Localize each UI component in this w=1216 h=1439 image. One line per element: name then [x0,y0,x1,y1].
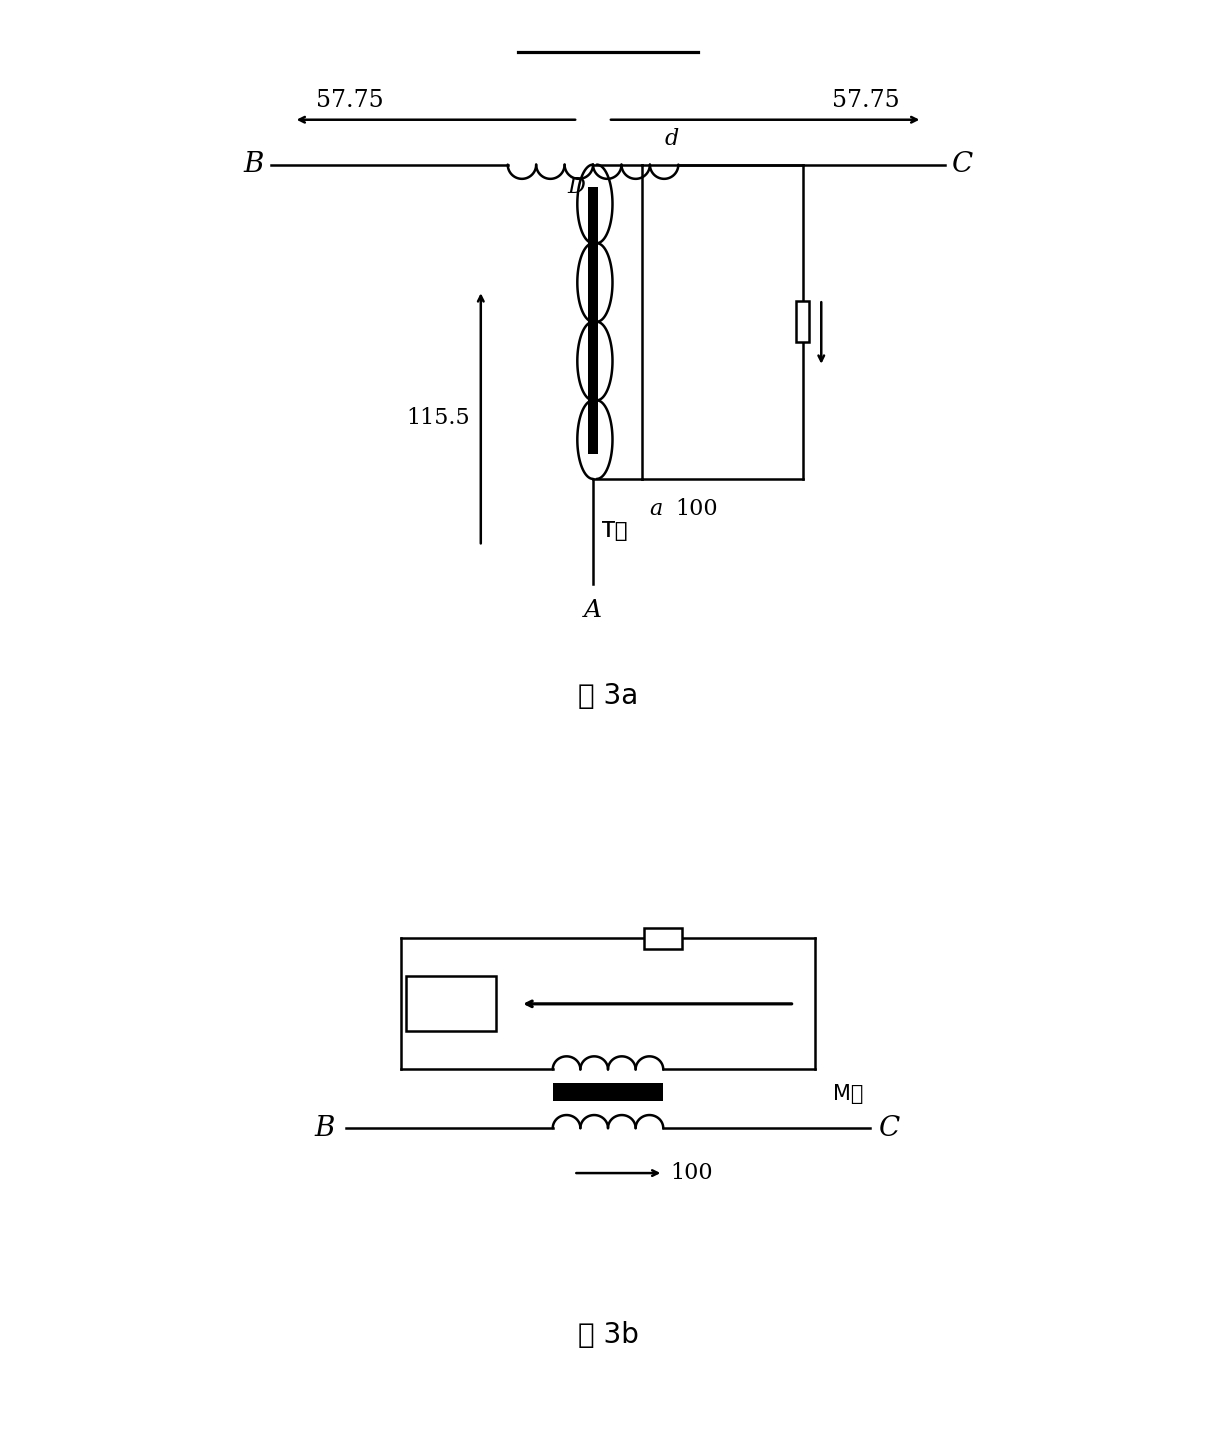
Text: M变: M变 [833,1084,863,1104]
Text: 100: 100 [670,1163,713,1184]
Text: 100: 100 [675,498,717,519]
Bar [589,187,598,453]
Text: T变: T变 [602,521,627,541]
Bar [553,1084,663,1101]
Text: T变: T变 [602,521,627,541]
Text: 115.5: 115.5 [406,407,469,429]
Text: B: B [243,151,264,178]
Text: 100: 100 [423,991,479,1016]
Text: 57.75: 57.75 [832,89,900,112]
Text: C: C [952,151,974,178]
Text: A: A [584,599,602,622]
Text: a: a [649,498,663,519]
Text: 图 3b: 图 3b [578,1321,638,1350]
Text: 图 3a: 图 3a [578,682,638,709]
Text: C: C [879,1115,900,1141]
Text: 57.75: 57.75 [316,89,384,112]
Bar [644,928,682,948]
Bar [406,976,496,1032]
Text: D: D [568,176,586,197]
Text: d: d [664,128,679,150]
Bar [795,301,810,342]
Text: B: B [315,1115,336,1141]
